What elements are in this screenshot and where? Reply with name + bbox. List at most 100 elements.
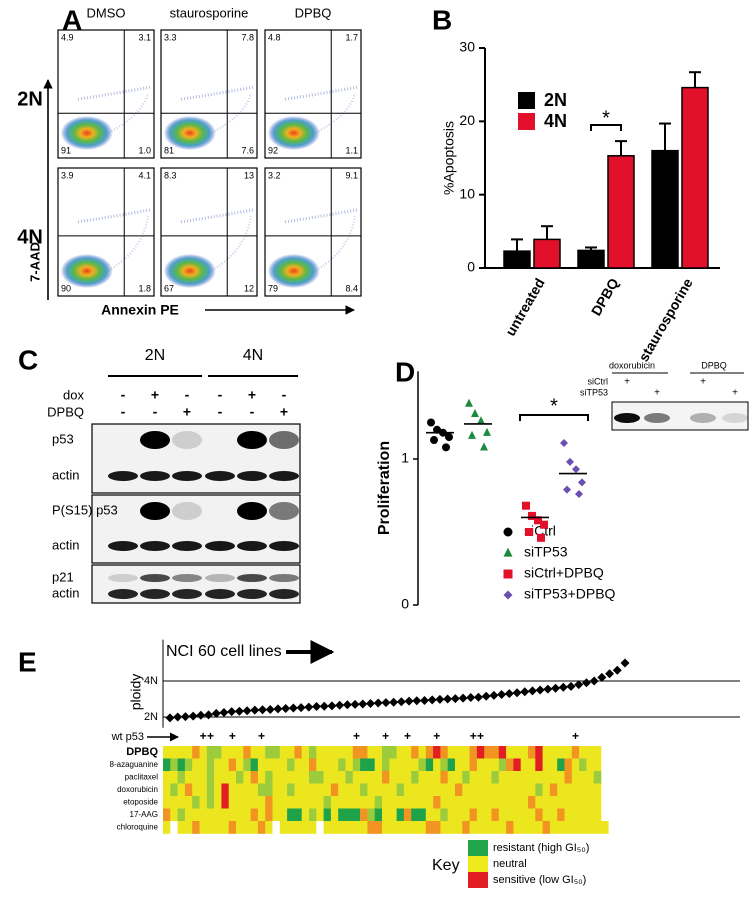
condition-mark: +	[280, 404, 288, 420]
heatmap-cell	[374, 796, 383, 809]
heatmap-cell	[484, 746, 492, 759]
heatmap-cell	[440, 771, 448, 784]
data-point	[605, 669, 615, 679]
band	[205, 574, 235, 582]
heatmap-cell	[323, 783, 332, 797]
heatmap-cell	[330, 796, 339, 809]
heatmap-cell	[243, 771, 251, 784]
heatmap-cell	[557, 783, 565, 797]
heatmap-cell	[184, 783, 193, 797]
heatmap-cell	[447, 771, 456, 784]
heatmap-cell	[206, 808, 215, 822]
data-point	[227, 707, 237, 717]
band	[237, 502, 267, 520]
band	[172, 471, 202, 481]
data-point	[165, 713, 175, 723]
heatmap-cell	[476, 796, 485, 809]
heatmap-cell	[586, 771, 594, 784]
heatmap-cell	[396, 758, 405, 772]
heatmap-cell	[199, 783, 208, 797]
heatmap-cell	[411, 746, 419, 759]
heatmap-cell	[279, 821, 288, 834]
heatmap-cell	[403, 808, 412, 822]
key-swatch	[468, 856, 488, 872]
heatmap-cell	[447, 808, 456, 822]
heatmap-cell	[542, 796, 551, 809]
heatmap-cell	[184, 821, 193, 834]
legend-label: 2N	[544, 90, 567, 110]
quadrant-value: 92	[268, 145, 278, 155]
condition-label: DPBQ	[47, 404, 84, 419]
heatmap-cell	[214, 796, 222, 809]
condition-mark: +	[151, 387, 159, 403]
heatmap-cell	[557, 771, 565, 784]
band	[269, 431, 299, 449]
bar	[607, 155, 635, 269]
heatmap-cell	[411, 796, 419, 809]
quadrant-value: 1.8	[138, 283, 151, 293]
condition-mark: -	[282, 387, 287, 403]
heatmap-cell	[257, 808, 266, 822]
heatmap-cell	[462, 746, 470, 759]
data-point	[560, 438, 568, 447]
significance-bracket	[519, 414, 589, 421]
heatmap-cell	[520, 771, 529, 784]
heatmap-cell	[549, 783, 558, 797]
key-label: resistant (high GI₅₀)	[493, 842, 589, 854]
y-tick-label: 0	[401, 596, 409, 612]
heatmap-cell	[352, 771, 361, 784]
y-tick-label: 10	[459, 185, 475, 201]
band	[172, 574, 202, 582]
heatmap-cell	[352, 808, 361, 822]
quadrant-value: 1.7	[345, 32, 358, 42]
band	[172, 502, 202, 520]
quadrant-value: 13	[244, 170, 254, 180]
data-point	[312, 702, 322, 712]
heatmap-cell	[330, 758, 339, 772]
heatmap-cell	[491, 758, 500, 772]
heatmap-cell	[403, 783, 412, 797]
band	[140, 541, 170, 551]
heatmap-cell	[184, 808, 193, 822]
heatmap-cell	[411, 758, 419, 772]
heatmap-cell	[469, 771, 478, 784]
heatmap-cell	[382, 758, 390, 772]
heatmap-cell	[287, 771, 295, 784]
data-point	[471, 408, 479, 417]
heatmap-cell	[257, 771, 266, 784]
heatmap-cell	[557, 796, 565, 809]
heatmap-cell	[301, 783, 310, 797]
heatmap-cell	[192, 796, 200, 809]
heatmap-cell	[418, 821, 427, 834]
panel-label: E	[18, 646, 37, 677]
group-header: DPBQ	[701, 360, 727, 370]
heatmap-cell	[199, 821, 208, 834]
heatmap-cell	[221, 808, 229, 822]
heatmap-cell	[447, 746, 456, 759]
data-point	[366, 699, 376, 708]
heatmap-cell	[250, 808, 259, 822]
heatmap-cell	[571, 821, 580, 834]
data-point	[563, 485, 571, 494]
heatmap-cell	[199, 758, 208, 772]
legend-marker	[503, 590, 513, 600]
y-tick-label: 0	[467, 259, 475, 275]
heatmap-cell	[221, 796, 229, 809]
bar	[503, 250, 531, 269]
heatmap-cell	[345, 796, 354, 809]
heatmap-cell	[360, 746, 368, 759]
data-point	[543, 684, 553, 694]
heatmap-cell	[279, 808, 288, 822]
heatmap-cell	[520, 783, 529, 797]
y-axis-label: Proliferation	[376, 441, 393, 535]
heatmap-cell	[214, 808, 222, 822]
heatmap-cell	[345, 821, 354, 834]
heatmap-cell	[520, 821, 529, 834]
heatmap-cell	[564, 808, 573, 822]
heatmap-cell	[206, 796, 215, 809]
data-point	[458, 693, 468, 703]
significance-mark: *	[602, 107, 610, 129]
quadrant-value: 91	[61, 145, 71, 155]
data-point	[466, 693, 476, 703]
heatmap-cell	[476, 783, 485, 797]
